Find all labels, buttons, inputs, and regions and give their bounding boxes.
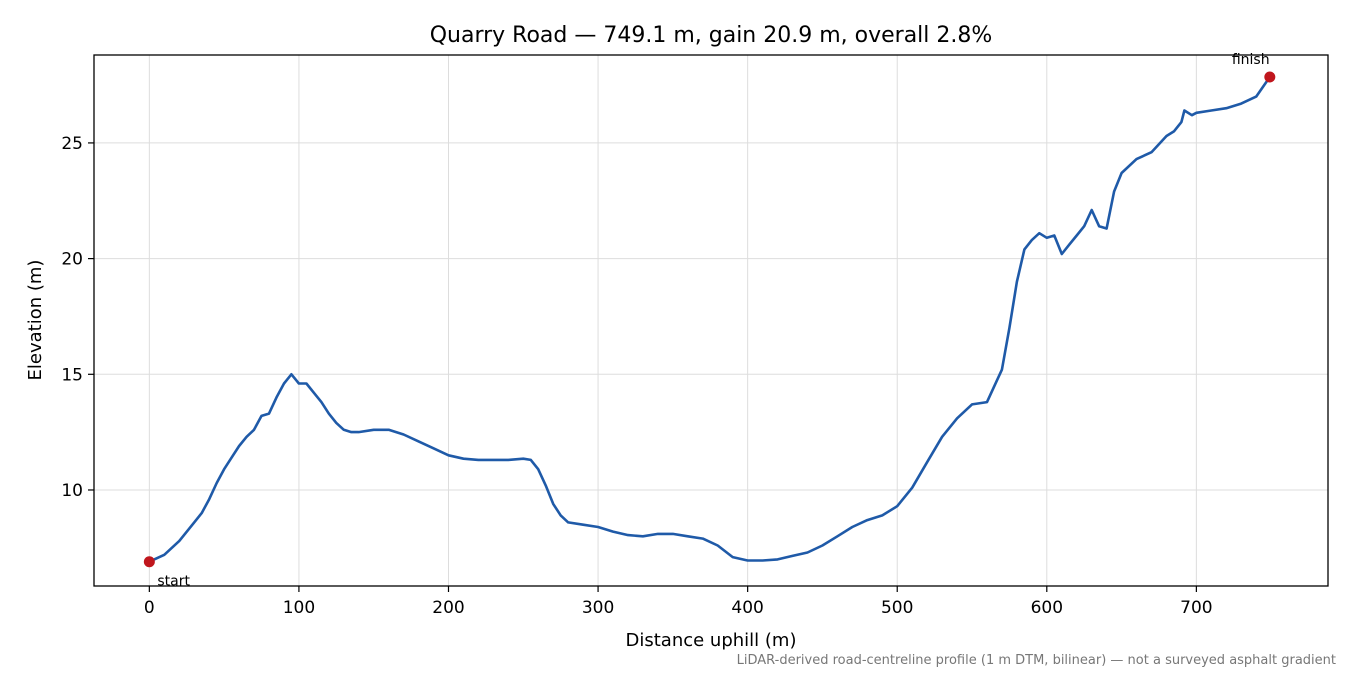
y-tick-label: 10 bbox=[61, 481, 83, 501]
footnote: LiDAR-derived road-centreline profile (1… bbox=[737, 653, 1336, 668]
chart-title: Quarry Road — 749.1 m, gain 20.9 m, over… bbox=[430, 23, 993, 48]
grid-layer bbox=[94, 55, 1328, 586]
y-tick-label: 20 bbox=[61, 250, 83, 270]
y-axis-label: Elevation (m) bbox=[25, 260, 46, 381]
tick-layer: 0 100 200 300 400 500 600 700 10 15 20 25 bbox=[61, 134, 1212, 618]
line-layer bbox=[148, 75, 1272, 564]
plot-area-frame bbox=[93, 54, 1329, 587]
finish-marker bbox=[1264, 71, 1276, 83]
x-tick-label: 400 bbox=[731, 598, 763, 618]
elevation-series-line bbox=[148, 75, 1272, 564]
x-axis-label: Distance uphill (m) bbox=[626, 630, 797, 651]
y-tick-label: 15 bbox=[61, 365, 83, 385]
start-annotation: start bbox=[157, 574, 190, 590]
start-marker bbox=[143, 556, 155, 568]
x-tick-label: 500 bbox=[881, 598, 913, 618]
y-tick-label: 25 bbox=[61, 134, 83, 154]
x-tick-label: 0 bbox=[144, 598, 155, 618]
x-tick-label: 300 bbox=[582, 598, 614, 618]
x-tick-label: 600 bbox=[1031, 598, 1063, 618]
x-tick-label: 200 bbox=[432, 598, 464, 618]
finish-annotation: finish bbox=[1232, 52, 1270, 68]
x-tick-label: 700 bbox=[1180, 598, 1212, 618]
x-tick-label: 100 bbox=[283, 598, 315, 618]
